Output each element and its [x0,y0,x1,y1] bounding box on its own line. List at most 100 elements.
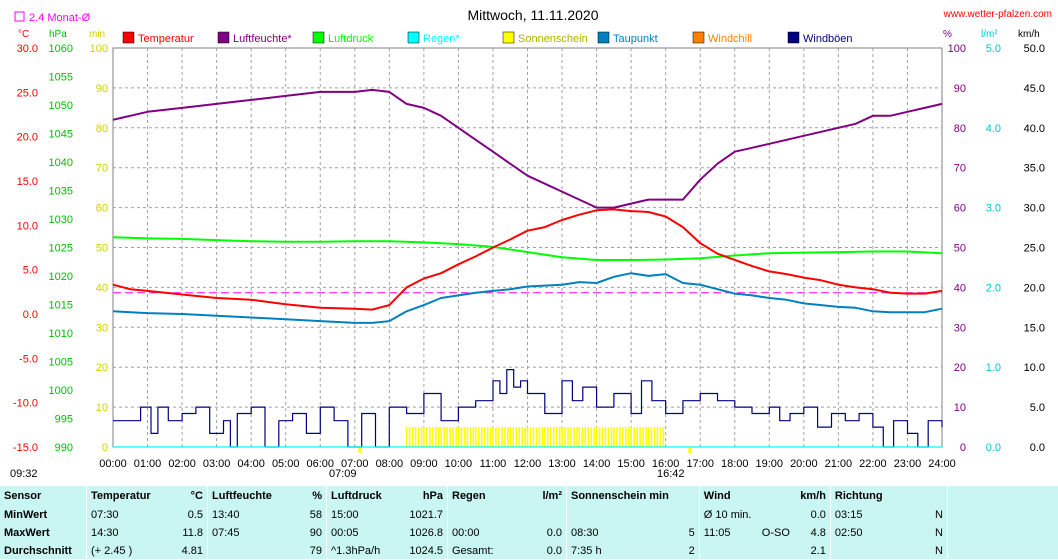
y-tick-label-pressure: 1040 [49,157,73,169]
stats-header-row: Sensor Temperatur °C Luftfeuchte % Luftd… [0,486,1058,506]
x-tick-label: 01:00 [134,458,162,470]
legend-swatch [502,31,515,44]
y-tick-label-sunshine: 20 [96,362,108,374]
stats-header-pressure: Luftdruck [331,490,382,502]
x-tick-label: 08:00 [376,458,404,470]
legend-item: Taupunkt [597,31,658,45]
y-tick-label-pressure: 1035 [49,186,73,198]
y-tick-label-pressure: 1055 [49,72,73,84]
legend-item: Sonnenschein [502,31,588,45]
stats-header-direction-value [908,486,948,506]
stats-header-sunshine-unit [672,486,700,506]
stats-filler [947,542,1058,560]
legend-item: Windböen [787,31,853,45]
y-tick-label-pressure: 1030 [49,214,73,226]
legend-swatch [787,31,800,44]
hum-avg-value: 79 [296,542,327,560]
sunset-time-label: 16:42 [657,468,685,480]
y-tick-label-sunshine: 30 [96,322,108,334]
y-tick-label-humidity: 20 [954,362,966,374]
y-tick-label-pressure: 995 [55,414,73,426]
y-tick-label-sunshine: 90 [96,83,108,95]
stats-header-humidity-unit: % [296,486,327,506]
stats-header-temperature: Temperatur [91,490,151,502]
stats-row-max: MaxWert 14:30 11.8 07:45 90 00:05 1026.8… [0,524,1058,542]
y-tick-label-pressure: 1025 [49,243,73,255]
series-windb-en [113,369,943,448]
y-tick-label-wind: 30.0 [1024,203,1045,215]
sun-avg-value: 2 [672,542,700,560]
x-tick-label: 06:00 [306,458,334,470]
y-tick-label-temperature: 30.0 [17,43,38,55]
wind-min-value: 0.0 [793,506,831,524]
legend-label: Temperatur [138,33,194,45]
x-tick-label: 00:00 [99,458,127,470]
pres-avg-time: ^1.3hPa/h [331,545,381,557]
y-tick-label-humidity: 60 [954,203,966,215]
y-tick-label-sunshine: 10 [96,402,108,414]
y-tick-label-pressure: 1045 [49,129,73,141]
temp-max-time: 14:30 [91,527,119,539]
series-marks [112,88,943,453]
site-link[interactable]: www.wetter-pfalzen.com [943,9,1052,20]
chart-title: Mittwoch, 11.11.2020 [467,7,598,23]
axes: 30.0 25.0 20.0 15.0 10.0 5.0 0.0 -5.0 -10.0 -15.0… [13,43,1045,470]
legend-swatch [597,31,610,44]
y-tick-label-pressure: 1000 [49,385,73,397]
stats-row-label: MinWert [0,506,87,524]
x-tick-label: 18:00 [721,458,749,470]
monthly-avg-label: 2.4 Monat-Ø [29,12,91,24]
y-tick-label-rain: 2.0 [986,282,1001,294]
y-tick-label-temperature: 20.0 [17,132,38,144]
stats-header-direction: Richtung [834,490,883,502]
sun-avg-time: 7:35 h [571,545,602,557]
hum-max-time: 07:45 [212,527,240,539]
wind-avg-value: 2.1 [793,542,831,560]
y-tick-label-humidity: 70 [954,163,966,175]
rain-min-value [522,506,567,524]
stats-row-label: MaxWert [0,524,87,542]
sunrise-time-label: 07:09 [329,468,357,480]
rain-max-time: 00:00 [452,527,480,539]
x-tick-label: 10:00 [445,458,473,470]
stats-header-wind-unit: km/h [793,486,831,506]
legend-label: Taupunkt [613,33,658,45]
y-tick-label-sunshine: 70 [96,163,108,175]
temp-max-value: 11.8 [173,524,208,542]
legend-label: Windchill [708,33,752,45]
hum-min-time: 13:40 [212,509,240,521]
pres-max-time: 00:05 [331,527,359,539]
legend-swatch [692,31,705,44]
x-tick-label: 20:00 [790,458,818,470]
y-tick-label-sunshine: 40 [96,282,108,294]
stats-header-sensor: Sensor [0,486,87,506]
dir-max-time: 02:50 [834,527,863,539]
x-tick-label: 14:00 [583,458,611,470]
x-tick-label: 12:00 [514,458,542,470]
y-tick-label-pressure: 1050 [49,100,73,112]
legend-item: Temperatur [122,31,194,45]
monthly-avg-icon [14,11,25,22]
y-tick-label-humidity: 50 [954,243,966,255]
stats-row-label: Durchschnitt [0,542,87,560]
stats-header-wind: Wind [703,490,731,502]
x-tick-label: 21:00 [825,458,853,470]
y-tick-label-rain: 0.0 [986,442,1001,454]
y-tick-label-wind: 45.0 [1024,83,1045,95]
y-tick-label-temperature: 10.0 [17,220,38,232]
wind-avg-time [699,542,758,560]
pres-avg-value: 1024.5 [403,542,448,560]
x-tick-label: 09:00 [410,458,438,470]
y-tick-label-pressure: 990 [55,442,73,454]
wind-max-dir: O-SO [761,527,790,539]
y-tick-label-rain: 3.0 [986,203,1001,215]
unit-temperature: °C [18,29,29,40]
sun-max-value: 5 [672,524,700,542]
y-tick-label-humidity: 40 [954,282,966,294]
stats-header-rain: Regen [452,490,486,502]
pres-min-time: 15:00 [331,509,359,521]
x-tick-label: 11:00 [480,458,507,470]
series-luftfeuchte [112,88,943,209]
sun-min-value [672,506,700,524]
y-tick-label-sunshine: 100 [90,43,108,55]
